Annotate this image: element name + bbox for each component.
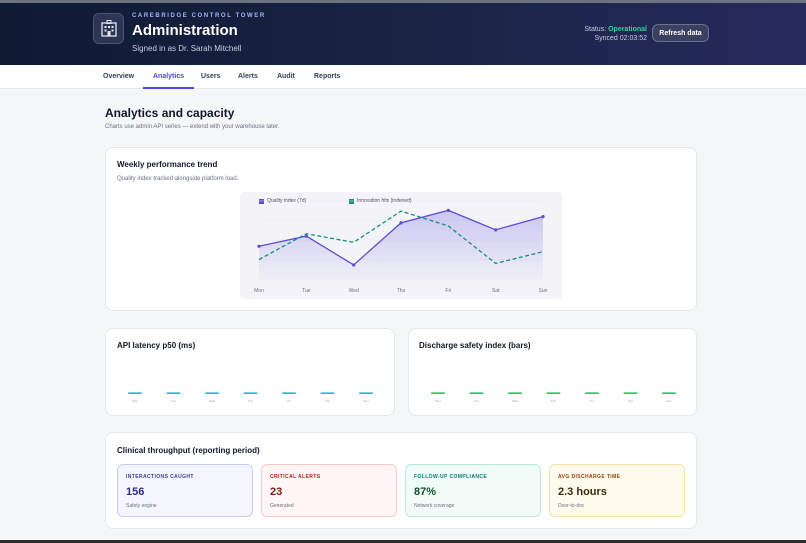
system-status: Status: Operational Synced 02:03:52 <box>584 25 647 43</box>
section-description: Charts use admin API series — extend wit… <box>105 124 280 130</box>
quality-point <box>257 244 261 248</box>
section-title: Analytics and capacity <box>105 106 235 120</box>
metric-critical-alerts: CRITICAL ALERTS 23 Generated <box>261 464 397 517</box>
x-tick-label: Tue <box>474 399 479 403</box>
x-tick-label: Sat <box>628 399 633 403</box>
bar <box>546 392 561 394</box>
x-tick-label: Thu <box>248 399 254 403</box>
bar <box>508 392 522 394</box>
trend-subtitle: Quality index tracked alongside platform… <box>117 176 239 182</box>
metric-label: CRITICAL ALERTS <box>270 474 321 480</box>
x-tick-label: Sun <box>539 288 548 294</box>
quality-point <box>304 234 308 238</box>
latency-title: API latency p50 (ms) <box>117 341 196 350</box>
metric-value: 87% <box>414 486 437 498</box>
bar <box>431 392 445 394</box>
latency-chart: Mon Tue Wed Thu Fri Sat Sun <box>128 392 373 403</box>
window-bottom-border <box>0 540 806 543</box>
app-kicker: CAREBRIDGE CONTROL TOWER <box>132 13 266 19</box>
trend-chart: Mon Tue Wed Thu Fri Sat Sun <box>254 200 548 294</box>
tab-bar: Overview Analytics Users Alerts Audit Re… <box>0 65 806 89</box>
metric-label: FOLLOW-UP COMPLIANCE <box>414 474 488 480</box>
quality-point <box>446 208 450 212</box>
x-tick-label: Fri <box>590 399 594 403</box>
bar <box>359 392 373 394</box>
throughput-title: Clinical throughput (reporting period) <box>117 446 260 455</box>
bar <box>128 392 142 394</box>
status-label: Status: <box>584 26 607 33</box>
tab-alerts[interactable]: Alerts <box>238 73 258 80</box>
signed-in-user: Signed in as Dr. Sarah Mitchell <box>132 44 242 53</box>
x-tick-label: Wed <box>349 288 359 294</box>
tab-reports[interactable]: Reports <box>314 73 341 80</box>
x-tick-label: Tue <box>302 288 311 294</box>
app-header: CAREBRIDGE CONTROL TOWER Administration … <box>0 3 806 65</box>
metric-note: Safety engine <box>126 503 157 509</box>
safety-chart: Mon Tue Wed Thu Fri Sat Sun <box>431 392 676 403</box>
bar <box>662 392 676 394</box>
x-tick-label: Tue <box>171 399 176 403</box>
bar <box>623 392 638 394</box>
metric-value: 23 <box>270 486 283 498</box>
tab-analytics[interactable]: Analytics <box>143 65 195 89</box>
metric-avg-discharge-time: AVG DISCHARGE TIME 2.3 hours Door-to-doc <box>549 464 685 517</box>
metric-value: 2.3 hours <box>558 486 607 498</box>
bar <box>205 392 219 394</box>
x-tick-label: Sat <box>325 399 330 403</box>
tab-overview[interactable]: Overview <box>103 73 135 80</box>
status-badge: Operational <box>608 26 647 33</box>
bar <box>282 392 296 394</box>
trend-title: Weekly performance trend <box>117 160 218 169</box>
bar <box>243 392 258 394</box>
metric-interactions-caught: INTERACTIONS CAUGHT 156 Safety engine <box>117 464 253 517</box>
refresh-data-button[interactable]: Refresh data <box>652 24 709 42</box>
quality-point <box>541 215 545 219</box>
metric-value: 156 <box>126 486 145 498</box>
x-tick-label: Fri <box>287 399 291 403</box>
tab-audit[interactable]: Audit <box>277 73 295 80</box>
metric-label: AVG DISCHARGE TIME <box>558 474 621 480</box>
latency-card <box>105 328 395 416</box>
x-tick-label: Thu <box>397 288 406 294</box>
x-tick-label: Wed <box>512 399 518 403</box>
page-title: Administration <box>132 22 238 39</box>
bar <box>469 392 484 394</box>
innovation-series-line <box>258 210 544 265</box>
x-tick-label: Sun <box>666 399 672 403</box>
metric-note: Generated <box>270 503 294 509</box>
quality-point <box>399 221 403 225</box>
x-tick-label: Sat <box>492 288 500 294</box>
quality-point <box>352 263 356 267</box>
metric-label: INTERACTIONS CAUGHT <box>126 474 194 480</box>
quality-point <box>494 228 498 232</box>
metric-note: Network coverage <box>414 503 455 509</box>
x-tick-label: Mon <box>132 399 138 403</box>
hospital-icon <box>93 13 124 44</box>
x-tick-label: Sun <box>363 399 369 403</box>
x-tick-label: Mon <box>254 288 264 294</box>
bar <box>320 392 335 394</box>
x-tick-label: Fri <box>445 288 451 294</box>
safety-title: Discharge safety index (bars) <box>419 341 531 350</box>
x-tick-label: Thu <box>551 399 557 403</box>
quality-area <box>259 210 543 279</box>
window-top-border <box>0 0 806 3</box>
bar <box>166 392 181 394</box>
x-tick-label: Mon <box>435 399 441 403</box>
metric-note: Door-to-doc <box>558 503 585 509</box>
x-tick-label: Wed <box>209 399 215 403</box>
safety-card <box>408 328 697 416</box>
metric-follow-up-compliance: FOLLOW-UP COMPLIANCE 87% Network coverag… <box>405 464 541 517</box>
sync-time: Synced 02:03:52 <box>594 35 647 42</box>
tab-users[interactable]: Users <box>201 73 221 80</box>
bar <box>585 392 599 394</box>
